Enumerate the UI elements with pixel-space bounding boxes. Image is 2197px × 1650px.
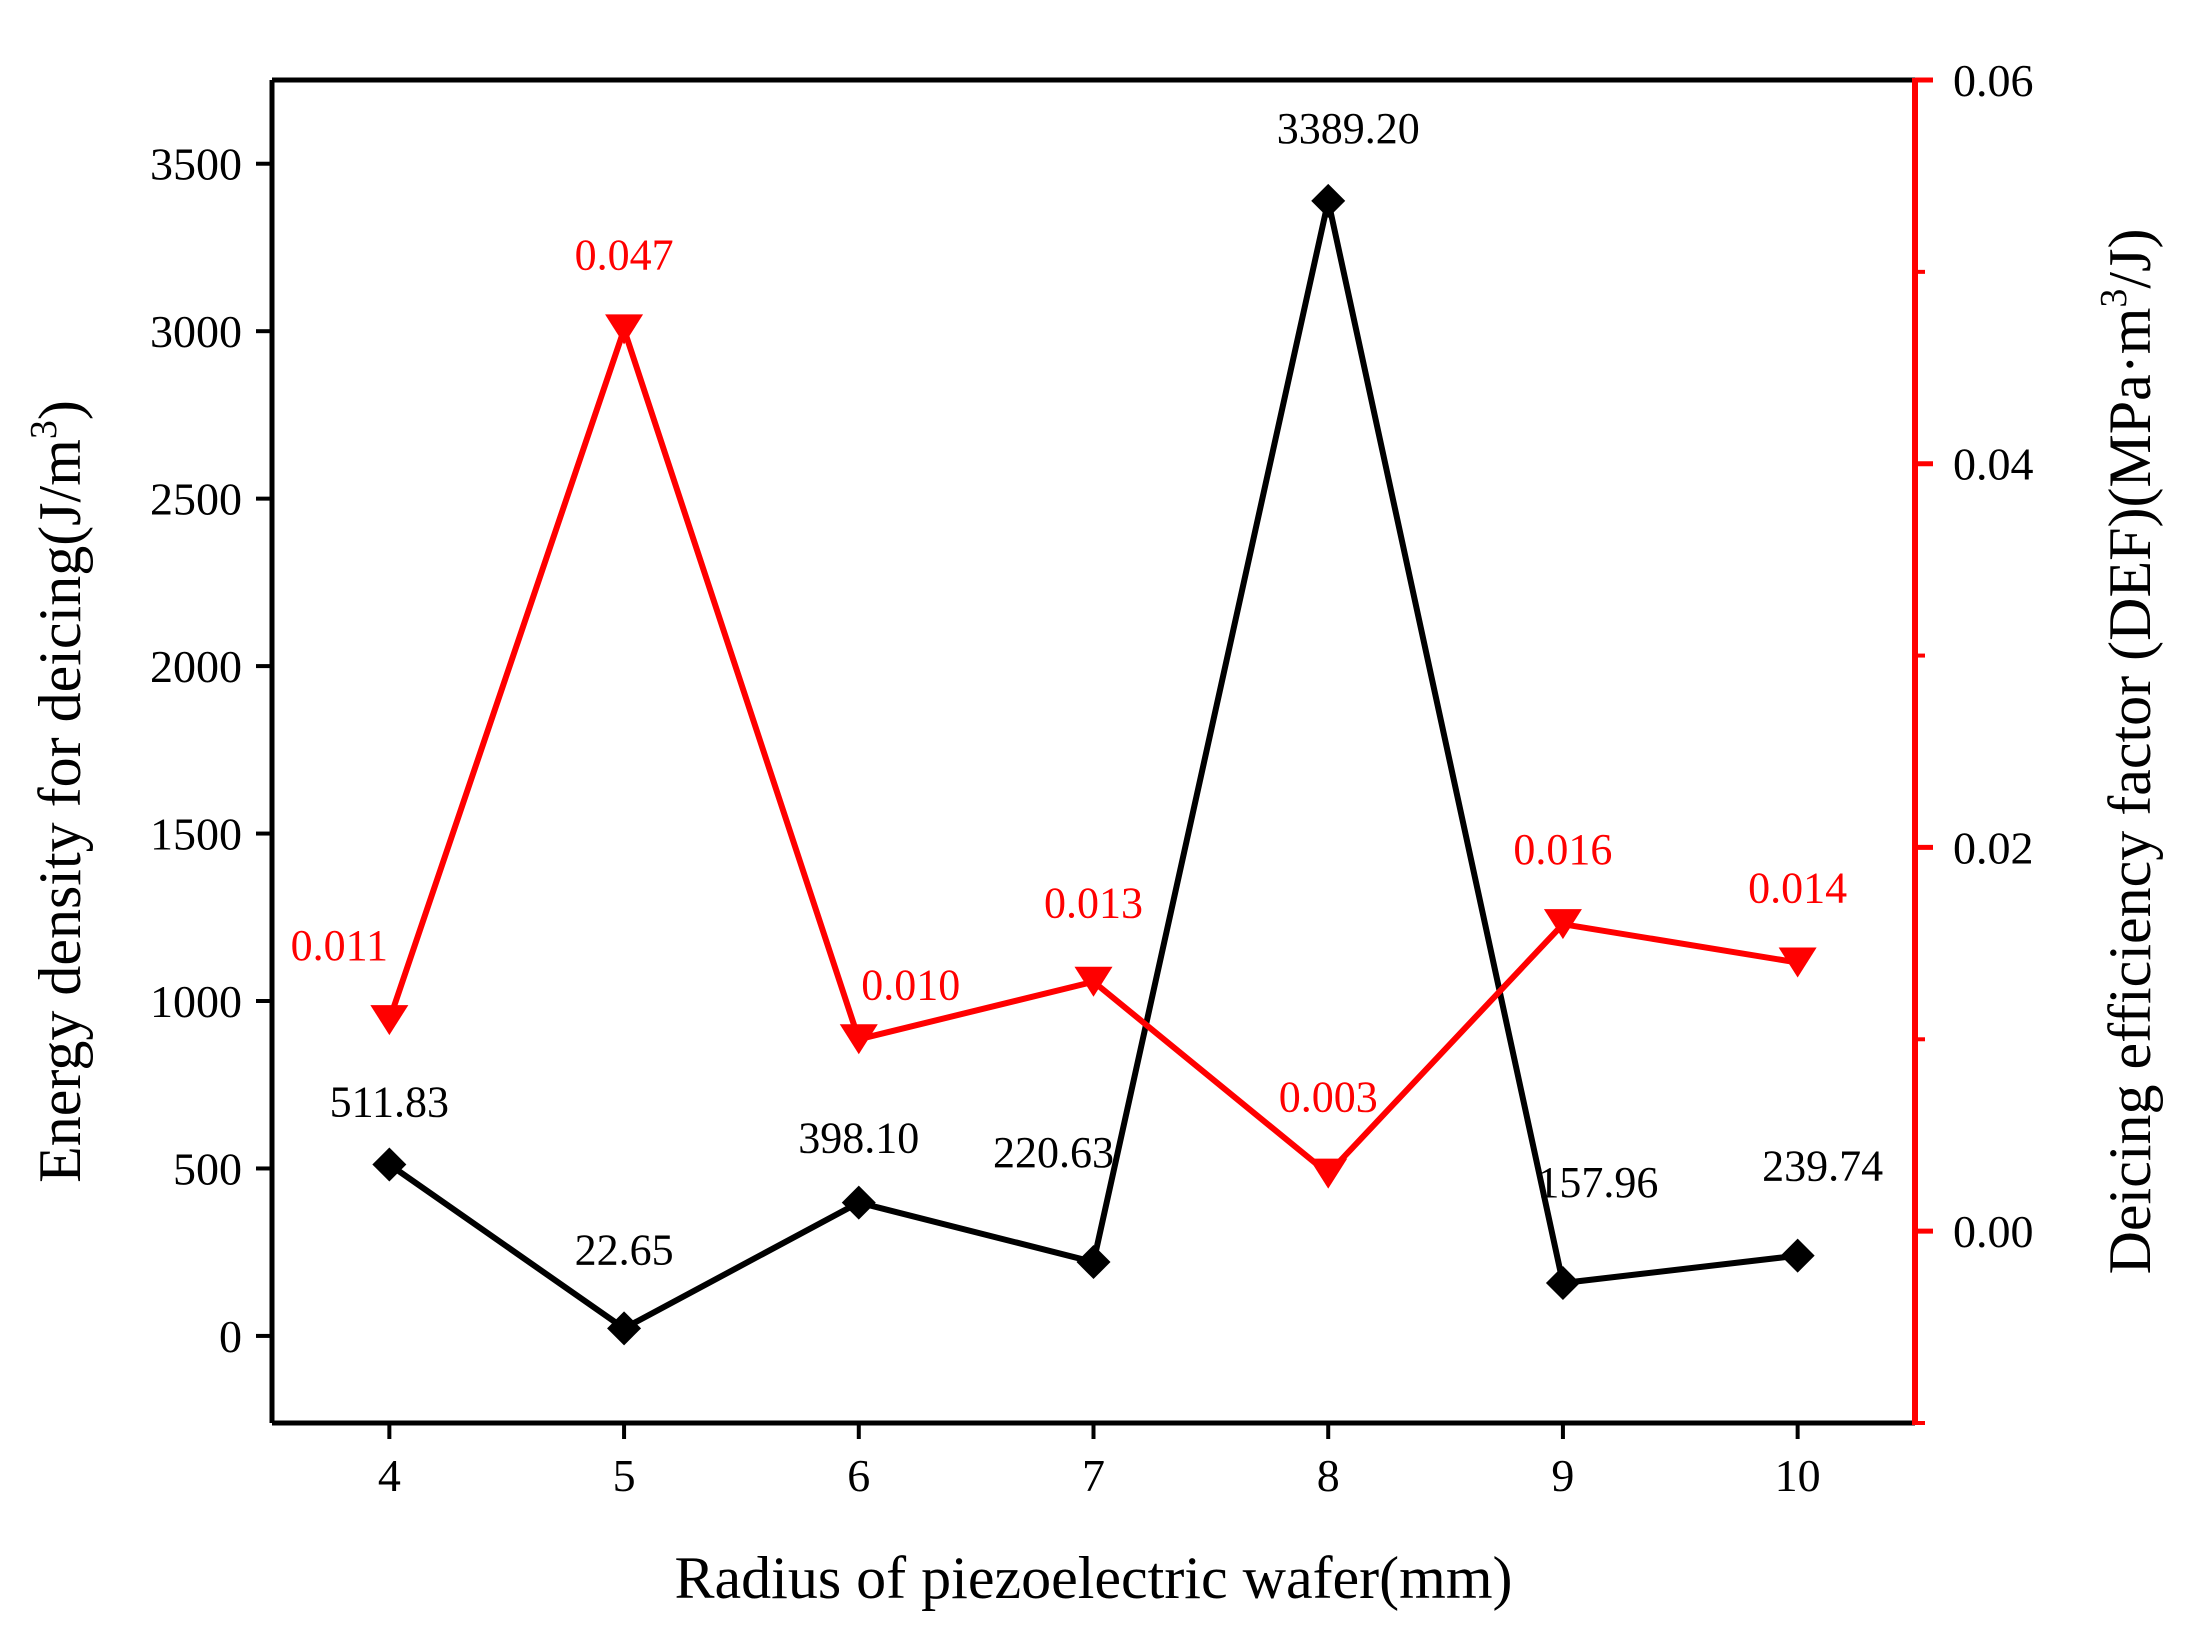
def-data-label: 0.010 [861, 960, 960, 1009]
right-y-tick-label: 0.02 [1953, 822, 2034, 873]
x-tick-label: 10 [1775, 1450, 1821, 1501]
def-data-label: 0.047 [575, 230, 674, 279]
left-y-axis-title-main: Energy density for deicing(J/m [27, 439, 93, 1183]
right-y-tick-label: 0.00 [1953, 1206, 2034, 1257]
def-line [386, 319, 1799, 1178]
energy-density-data-label: 511.83 [330, 1078, 449, 1127]
right-y-tick-label: 0.04 [1953, 439, 2034, 490]
left-y-tick-label: 0 [219, 1311, 242, 1362]
left-y-tick-label: 1000 [150, 976, 242, 1027]
x-tick-label: 5 [613, 1450, 636, 1501]
def-marker [839, 1024, 878, 1055]
def-marker [1778, 947, 1817, 978]
energy-density-data-label: 239.74 [1762, 1142, 1883, 1191]
right-y-tick-label: 0.06 [1953, 55, 2034, 106]
left-y-tick-label: 3000 [150, 306, 242, 357]
energy-density-series: 511.83 22.65 398.10 220.63 3389.20 157.96 239.… [330, 104, 1883, 1346]
def-marker [1074, 966, 1113, 997]
x-tick-label: 8 [1317, 1450, 1340, 1501]
def-data-label: 0.011 [291, 921, 388, 970]
left-y-tick-label: 500 [173, 1143, 242, 1194]
energy-density-marker [607, 1311, 642, 1346]
left-y-axis: 0 500 1000 1500 2000 2500 3000 3500 [150, 139, 272, 1362]
x-tick-label: 7 [1082, 1450, 1105, 1501]
x-tick-label: 9 [1551, 1450, 1574, 1501]
x-tick-label: 6 [847, 1450, 870, 1501]
left-y-tick-label: 1500 [150, 809, 242, 860]
def-marker [605, 314, 644, 345]
right-y-axis: 0.00 0.02 0.04 0.06 [1915, 55, 2034, 1425]
left-y-axis-title-superscript: 3 [23, 420, 65, 439]
energy-density-marker [841, 1185, 876, 1220]
energy-density-marker [372, 1147, 407, 1182]
left-y-tick-label: 2000 [150, 641, 242, 692]
def-series: 0.011 0.047 0.010 0.013 0.003 0.016 0.014 [291, 230, 1847, 1189]
def-marker [370, 1005, 409, 1036]
right-y-axis-title: Deicing efficiency factor (DEF)(MPa·m3/J… [2093, 229, 2163, 1275]
right-y-axis-title-main: Deicing efficiency factor (DEF)(MPa·m [2097, 308, 2163, 1275]
plot-frame [269, 77, 1918, 1426]
left-y-tick-label: 3500 [150, 139, 242, 190]
def-data-label: 0.014 [1748, 864, 1847, 913]
def-data-label: 0.016 [1513, 825, 1612, 874]
left-y-axis-title: Energy density for deicing(J/m3) [23, 400, 93, 1183]
left-y-axis-title-end: ) [27, 400, 93, 420]
energy-density-marker [1780, 1238, 1815, 1273]
energy-density-marker [1545, 1266, 1580, 1301]
def-data-label: 0.003 [1279, 1073, 1378, 1122]
left-y-tick-label: 2500 [150, 474, 242, 525]
energy-density-marker [1076, 1245, 1111, 1280]
right-y-axis-title-superscript: 3 [2093, 289, 2135, 308]
x-tick-label: 4 [378, 1450, 401, 1501]
energy-density-data-label: 157.96 [1537, 1158, 1658, 1207]
energy-density-marker [1311, 183, 1346, 218]
def-marker [1309, 1158, 1348, 1189]
energy-density-data-label: 398.10 [798, 1114, 919, 1163]
x-axis: 4 5 6 7 8 9 10 [378, 1423, 1821, 1501]
def-marker [1543, 909, 1582, 940]
x-axis-title: Radius of piezoelectric wafer(mm) [675, 1545, 1513, 1611]
right-y-axis-title-end: /J) [2097, 229, 2163, 289]
energy-density-data-label: 220.63 [993, 1128, 1114, 1177]
energy-density-data-label: 3389.20 [1277, 104, 1420, 153]
energy-density-data-label: 22.65 [575, 1225, 674, 1274]
def-data-label: 0.013 [1044, 879, 1143, 928]
